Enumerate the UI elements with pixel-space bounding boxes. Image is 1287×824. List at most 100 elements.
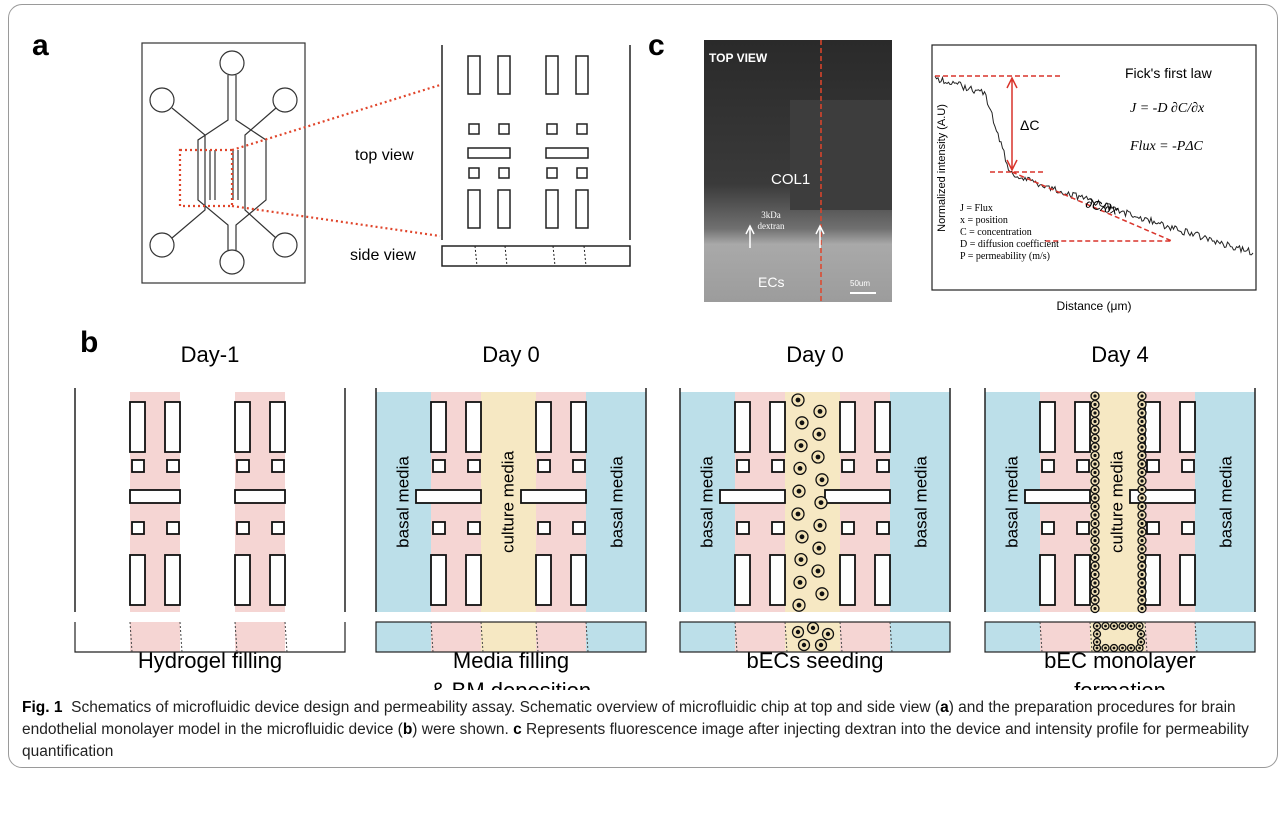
nucleus <box>826 632 830 636</box>
nucleus <box>1140 479 1143 482</box>
side-region <box>376 622 431 652</box>
chip <box>142 43 305 283</box>
nucleus <box>817 546 822 551</box>
nucleus <box>817 432 822 437</box>
post <box>272 522 284 534</box>
nucleus <box>1140 462 1143 465</box>
post <box>735 555 750 605</box>
nucleus <box>1140 633 1143 636</box>
nucleus <box>811 626 815 630</box>
panel-label: c <box>648 29 665 62</box>
post <box>416 490 481 503</box>
nucleus <box>1138 625 1141 628</box>
post <box>1182 522 1194 534</box>
nucleus <box>1140 445 1143 448</box>
post <box>772 460 784 472</box>
post <box>1145 555 1160 605</box>
post <box>546 190 558 228</box>
nucleus <box>1140 471 1143 474</box>
nucleus <box>796 512 801 517</box>
nucleus <box>1096 641 1099 644</box>
post <box>1040 402 1055 452</box>
side-region <box>1195 622 1255 652</box>
post <box>167 460 179 472</box>
post <box>499 168 509 178</box>
post <box>536 402 551 452</box>
nucleus <box>802 643 806 647</box>
panel-label: a <box>32 29 49 62</box>
post <box>433 460 445 472</box>
caption-text: ) were shown. <box>412 721 508 738</box>
post <box>842 460 854 472</box>
post <box>1182 460 1194 472</box>
nucleus <box>1093 513 1096 516</box>
nucleus <box>1140 530 1143 533</box>
figure-caption: Fig. 1 Schematics of microfluidic device… <box>22 697 1267 763</box>
gradient-label: ∂C/∂x <box>1084 195 1120 218</box>
post <box>272 460 284 472</box>
step-caption: & BM deposition <box>431 678 591 690</box>
nucleus <box>820 591 825 596</box>
post <box>431 402 446 452</box>
nucleus <box>1104 625 1107 628</box>
nucleus <box>1140 590 1143 593</box>
legend-item: C = concentration <box>960 227 1032 238</box>
region-label: basal media <box>911 456 930 548</box>
nucleus <box>1093 403 1096 406</box>
side-region <box>1145 622 1195 652</box>
nucleus <box>1093 522 1096 525</box>
nucleus <box>1093 479 1096 482</box>
nucleus <box>799 557 804 562</box>
post <box>235 490 285 503</box>
step-caption: formation <box>1074 678 1166 690</box>
side-region <box>130 622 180 652</box>
nucleus <box>1093 598 1096 601</box>
post <box>1042 522 1054 534</box>
nucleus <box>1093 488 1096 491</box>
caption-ref: a <box>940 699 949 716</box>
post <box>1180 555 1195 605</box>
divider <box>285 622 287 652</box>
nucleus <box>1140 598 1143 601</box>
post <box>469 124 479 134</box>
side-region <box>536 622 586 652</box>
image-label: TOP VIEW <box>709 51 768 65</box>
nucleus <box>800 420 805 425</box>
nucleus <box>1121 647 1124 650</box>
nucleus <box>1093 573 1096 576</box>
post <box>571 555 586 605</box>
region-label: culture media <box>1107 450 1126 553</box>
post <box>770 555 785 605</box>
post <box>1042 460 1054 472</box>
post <box>466 555 481 605</box>
region-label: basal media <box>697 456 716 548</box>
post <box>772 522 784 534</box>
nucleus <box>1140 564 1143 567</box>
post <box>571 402 586 452</box>
legend-item: x = position <box>960 215 1008 226</box>
nucleus <box>1140 547 1143 550</box>
region-label: basal media <box>1216 456 1235 548</box>
region-label: culture media <box>498 450 517 553</box>
post <box>468 56 480 94</box>
post <box>237 522 249 534</box>
post <box>842 522 854 534</box>
post <box>235 402 250 452</box>
post <box>235 555 250 605</box>
nucleus <box>1093 564 1096 567</box>
nucleus <box>1093 607 1096 610</box>
nucleus <box>1096 633 1099 636</box>
post <box>875 555 890 605</box>
axis-label: Distance (μm) <box>1057 299 1132 313</box>
nucleus <box>1093 394 1096 397</box>
top-view-schematic <box>442 45 630 266</box>
side-region <box>735 622 785 652</box>
post <box>499 124 509 134</box>
monolayer <box>1097 627 1141 647</box>
post <box>576 190 588 228</box>
side-region <box>481 622 536 652</box>
equation: Flux = -PΔC <box>1129 139 1204 154</box>
caption-ref: c <box>513 721 522 738</box>
step-day: Day 0 <box>482 342 539 367</box>
post <box>877 460 889 472</box>
